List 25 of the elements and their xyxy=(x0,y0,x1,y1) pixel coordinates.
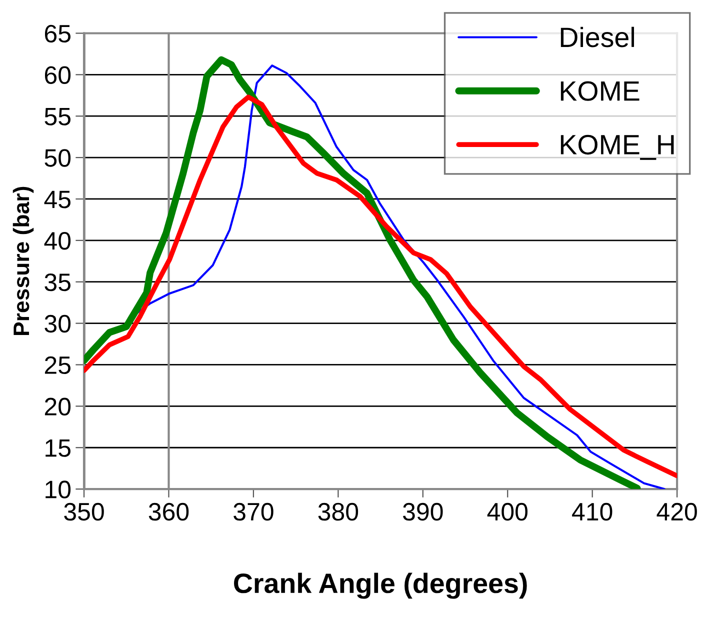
x-tick-label: 410 xyxy=(572,502,612,521)
y-tick-label: 45 xyxy=(44,190,70,208)
x-tick-label: 420 xyxy=(656,502,697,521)
x-tick-label: 370 xyxy=(234,502,274,521)
x-tick-label: 380 xyxy=(318,502,358,521)
y-tick-label: 65 xyxy=(44,24,70,43)
y-tick-label: 15 xyxy=(46,439,70,457)
y-tick-label: 60 xyxy=(44,66,71,84)
x-axis-title: Crank Angle (degrees) xyxy=(234,572,527,599)
y-tick-label: 55 xyxy=(44,108,70,126)
y-tick-label: 30 xyxy=(44,314,71,333)
x-tick-label: 400 xyxy=(487,502,528,521)
x-tick-label: 360 xyxy=(148,502,189,521)
legend-label: KOME_H xyxy=(560,134,674,160)
y-tick-label: 35 xyxy=(44,273,70,292)
y-tick-label: 40 xyxy=(44,232,71,250)
y-axis-title: Pressure (bar) xyxy=(12,186,34,335)
y-tick-label: 10 xyxy=(46,480,71,498)
y-tick-label: 20 xyxy=(44,398,71,416)
y-tick-label: 25 xyxy=(44,356,70,374)
y-tick-label: 50 xyxy=(44,149,71,167)
legend-label: KOME xyxy=(560,81,640,101)
x-tick-label: 390 xyxy=(402,502,443,521)
x-tick-label: 350 xyxy=(64,502,104,521)
legend-label: Diesel xyxy=(560,26,634,48)
